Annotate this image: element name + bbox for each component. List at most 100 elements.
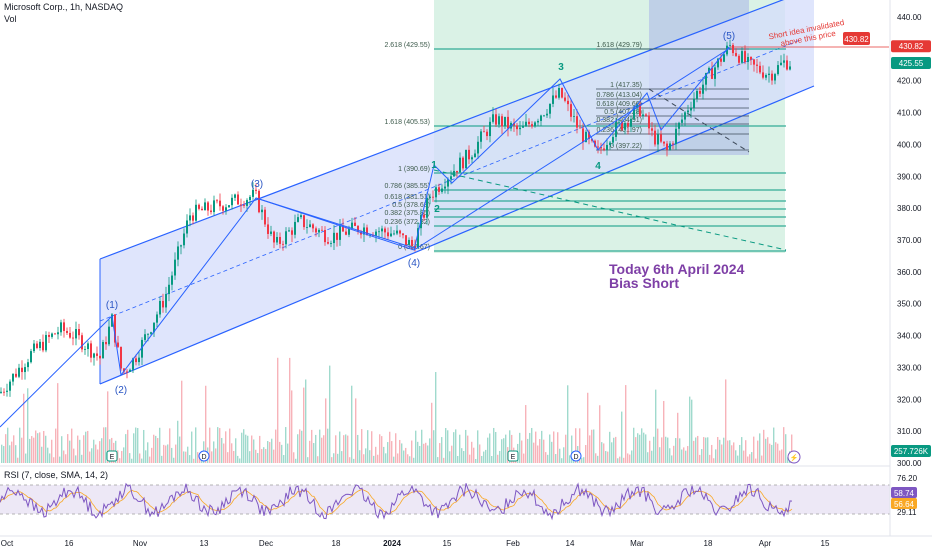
fib-trend-dashed-right [648,88,750,153]
candle-body [405,235,407,245]
volume-bar [13,435,15,463]
volume-bar [683,447,685,463]
volume-bar [733,442,735,463]
volume-bar [315,434,317,463]
volume-bar [377,454,379,463]
volume-bar [719,439,721,463]
marker-circle [198,450,210,462]
volume-bar [103,427,105,463]
candle-body [357,225,359,232]
volume-bar [501,439,503,463]
candle-body [528,121,530,125]
fib-label-right: 0.618 (409.66) [596,101,642,108]
wave-label-minor: 1 [431,160,437,171]
volume-bar [545,452,547,463]
dividend-marker: D [198,450,210,462]
candle-body [555,95,557,98]
price-tick: 360.00 [897,268,922,277]
candle-body [309,224,311,228]
volume-bar [375,446,377,463]
volume-bar [37,433,39,463]
time-tick: 13 [200,539,209,548]
candle-body [537,120,539,123]
candle-body [186,220,188,234]
volume-bar [637,433,639,463]
volume-bar [369,450,371,463]
candle-body [582,128,584,143]
candle-body [600,147,602,149]
volume-bar [787,457,789,463]
volume-bar [295,458,297,463]
candle-body [453,170,455,177]
wave-label-minor: 3 [558,62,564,73]
candle-body [534,122,536,127]
candle-body [603,148,605,151]
symbol-legend: Microsoft Corp., 1h, NASDAQ [4,2,124,12]
volume-bar [443,457,445,463]
volume-bar [279,441,281,463]
volume-bar [353,458,355,463]
wave-label-primary: (3) [251,179,263,190]
candle-body [531,124,533,127]
candle-body [363,227,365,235]
volume-bar [15,445,17,463]
marker-box [507,450,519,462]
candle-body [231,197,233,206]
time-tick: Nov [133,539,147,548]
volume-bar [553,431,555,463]
volume-bar [361,429,363,463]
volume-bar [523,453,525,463]
candle-body [264,209,266,225]
volume-bar [471,441,473,463]
volume-bar [665,436,667,463]
candle-body [228,205,230,208]
volume-bar [33,437,35,463]
candle-body [378,231,380,233]
volume-bar [601,442,603,463]
volume-bar [611,442,613,463]
volume-bar [603,443,605,463]
volume-bar [9,445,11,463]
volume-bar [341,451,343,463]
candle-body [561,87,563,98]
volume-bar [73,448,75,463]
volume-bar [651,450,653,463]
volume-bar [653,436,655,463]
candle-body [87,343,89,350]
volume-bar [245,434,247,463]
volume-bar [575,428,577,463]
candle-body [270,231,272,234]
price-badge [891,445,931,457]
candle-body [168,284,170,295]
candle-body [417,228,419,249]
candle-body [78,329,80,336]
candle-body [723,54,725,62]
volume-bar [345,434,347,463]
candle-body [57,332,59,335]
volume-bar [455,429,457,463]
candle-body [246,200,248,206]
volume-bar [163,444,165,463]
volume-bar [555,454,557,463]
volume-bar [499,450,501,463]
volume-bar [97,449,99,463]
volume-bar [647,452,649,463]
volume-bar [69,440,71,463]
candle-body [612,136,614,143]
fib-label-right: 0.786 (413.04) [596,92,642,99]
volume-bar [717,436,719,463]
price-tick: 410.00 [897,109,922,118]
volume-bar [463,451,465,463]
candle-body [627,122,629,127]
wave-label-primary: (5) [723,31,735,42]
fib-label-left: 0.236 (372.32) [384,219,430,226]
candle-body [681,119,683,123]
volume-bar [629,454,631,463]
candle-body [774,74,776,81]
volume-bar [609,431,611,463]
candle-body [756,64,758,66]
volume-bar [81,454,83,463]
volume-bar [49,453,51,463]
volume-bar [173,457,175,463]
